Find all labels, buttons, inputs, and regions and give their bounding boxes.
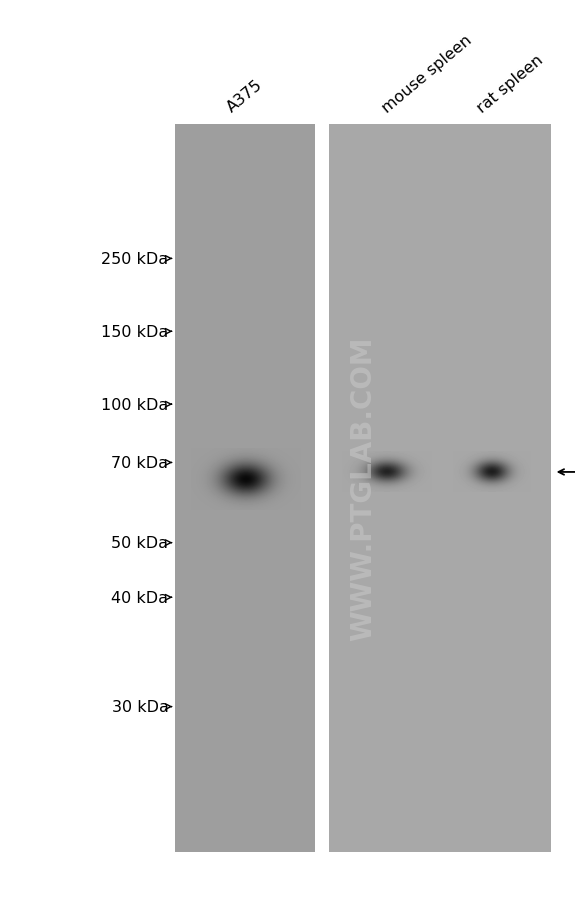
Text: 70 kDa: 70 kDa — [112, 456, 168, 471]
Text: 250 kDa: 250 kDa — [101, 252, 168, 267]
Text: WWW.PTGLAB.COM: WWW.PTGLAB.COM — [349, 336, 377, 640]
Text: rat spleen: rat spleen — [474, 52, 546, 115]
Text: 30 kDa: 30 kDa — [112, 699, 168, 714]
Text: 100 kDa: 100 kDa — [101, 397, 168, 412]
Text: A375: A375 — [224, 78, 265, 115]
Bar — [175, 124, 315, 852]
Text: 50 kDa: 50 kDa — [112, 536, 168, 550]
Bar — [329, 124, 551, 852]
Text: 40 kDa: 40 kDa — [112, 590, 168, 605]
Text: 150 kDa: 150 kDa — [101, 325, 168, 339]
Text: mouse spleen: mouse spleen — [379, 32, 474, 115]
